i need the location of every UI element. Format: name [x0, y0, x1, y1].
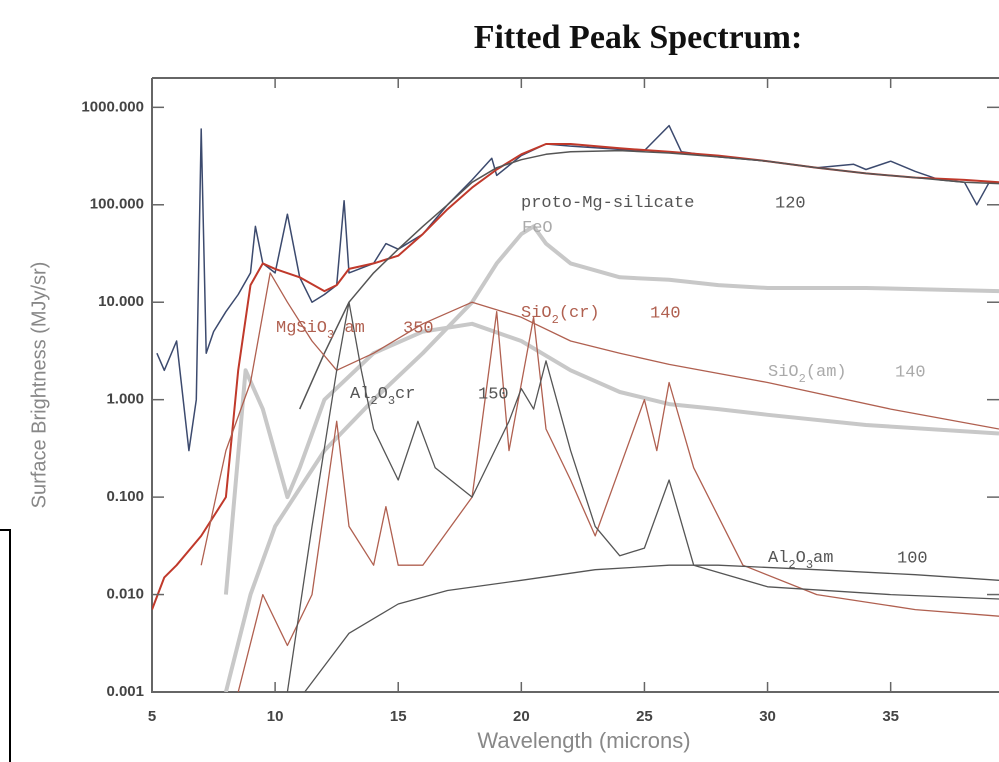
- label-part: O: [378, 385, 388, 404]
- y-tick-label: 0.010: [106, 586, 144, 603]
- series-label: SiO2(am): [768, 363, 847, 386]
- label-part: 3: [806, 558, 813, 572]
- label-part: am: [813, 549, 833, 568]
- spectrum-line: [237, 311, 999, 692]
- chart-title: Fitted Peak Spectrum:: [474, 19, 803, 56]
- label-part: (cr): [559, 304, 600, 323]
- x-axis-label: Wavelength (microns): [477, 728, 690, 753]
- x-tick-label: 25: [636, 708, 653, 725]
- spectrum-line: [156, 124, 999, 452]
- label-part: Al: [350, 385, 370, 404]
- temperature-label: 140: [895, 363, 926, 382]
- temperature-label: 350: [403, 319, 434, 338]
- y-tick-label: 1.000: [106, 391, 144, 408]
- x-tick-label: 30: [759, 708, 776, 725]
- x-tick-label: 35: [882, 708, 899, 725]
- spectrum-line: [200, 272, 999, 566]
- label-part: 2: [552, 313, 559, 327]
- series-label: proto-Mg-silicate: [521, 194, 694, 213]
- y-tick-label: 0.100: [106, 488, 144, 505]
- spectrum-line: [299, 149, 999, 410]
- x-tick-label: 10: [267, 708, 284, 725]
- label-part: Al: [768, 549, 788, 568]
- label-part: MgSiO: [276, 319, 327, 338]
- label-part: 2: [799, 372, 806, 386]
- y-tick-label: 100.000: [90, 196, 144, 213]
- label-part: am: [334, 319, 365, 338]
- plot-area: [152, 124, 999, 692]
- spectrum-line: [223, 224, 999, 692]
- spectrum-line: [304, 564, 999, 692]
- label-part: cr: [395, 385, 415, 404]
- label-part: 3: [388, 394, 395, 408]
- series-label: SiO2(cr): [521, 304, 600, 327]
- temperature-label: 150: [478, 385, 509, 404]
- label-part: proto-Mg-silicate: [521, 194, 694, 213]
- label-part: SiO: [521, 304, 552, 323]
- label-part: 3: [327, 328, 334, 342]
- spectrum-line: [286, 301, 999, 692]
- label-part: SiO: [768, 363, 799, 382]
- label-part: O: [796, 549, 806, 568]
- x-tick-label: 20: [513, 708, 530, 725]
- y-axis-label: Surface Brightness (MJy/sr): [28, 262, 50, 509]
- series-label: FeO: [522, 219, 553, 238]
- x-tick-label: 15: [390, 708, 407, 725]
- temperature-label: 100: [897, 549, 928, 568]
- series-label: Al2O3cr: [350, 385, 415, 408]
- temperature-label: 120: [775, 194, 806, 213]
- window-edge: [0, 529, 11, 762]
- label-part: 2: [370, 394, 377, 408]
- series-label: Al2O3am: [768, 549, 833, 572]
- y-tick-label: 1000.000: [81, 98, 144, 115]
- y-tick-label: 10.000: [98, 293, 144, 310]
- temperature-label: 140: [650, 304, 681, 323]
- spectrum-line: [223, 321, 999, 595]
- y-tick-label: 0.001: [106, 683, 144, 700]
- x-tick-label: 5: [148, 708, 156, 725]
- label-part: FeO: [522, 219, 553, 238]
- label-part: 2: [788, 558, 795, 572]
- series-label: MgSiO3 am: [276, 319, 365, 342]
- label-part: (am): [806, 363, 847, 382]
